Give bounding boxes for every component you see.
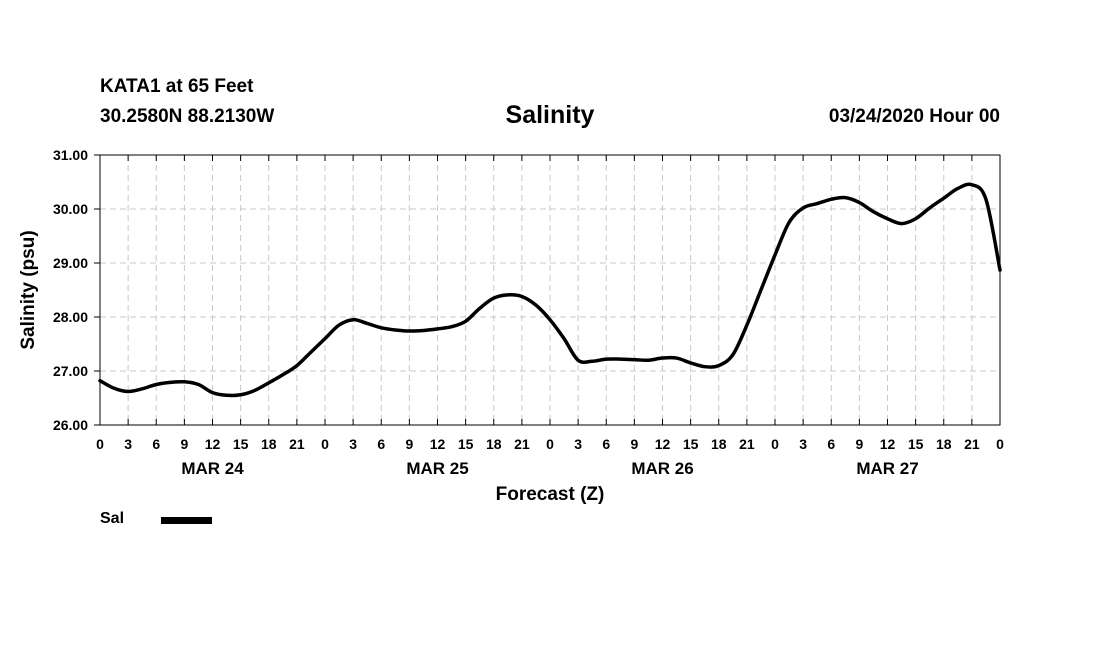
x-tick-label: 15 [233, 436, 249, 452]
x-tick-label: 12 [430, 436, 446, 452]
series-line-sal [98, 182, 1002, 398]
x-tick-label: 21 [739, 436, 755, 452]
x-tick-label: 12 [880, 436, 896, 452]
x-tick-label: 21 [289, 436, 305, 452]
y-tick-label: 28.00 [53, 309, 88, 325]
x-tick-label: 18 [936, 436, 952, 452]
x-tick-label: 3 [574, 436, 582, 452]
x-tick-label: 0 [96, 436, 104, 452]
y-tick-label: 29.00 [53, 255, 88, 271]
issued-time-label: 03/24/2020 Hour 00 [828, 106, 1000, 127]
x-tick-label: 18 [261, 436, 277, 452]
day-label: MAR 26 [631, 459, 693, 478]
legend-swatch-sal [161, 517, 212, 524]
x-tick-label: 0 [996, 436, 1004, 452]
day-label: MAR 24 [181, 459, 244, 478]
y-axis-title: Salinity (psu) [18, 230, 39, 349]
x-tick-label: 6 [377, 436, 385, 452]
x-tick-label: 18 [711, 436, 727, 452]
x-axis-title: Forecast (Z) [496, 484, 605, 505]
coordinates-label: 30.2580N 88.2130W [100, 106, 275, 127]
chart-title: Salinity [505, 101, 595, 129]
day-label: MAR 25 [406, 459, 468, 478]
x-tick-label: 18 [486, 436, 502, 452]
series-layer [98, 182, 1002, 398]
y-tick-label: 30.00 [53, 201, 88, 217]
x-tick-label: 3 [799, 436, 807, 452]
station-label: KATA1 at 65 Feet [100, 76, 254, 97]
x-tick-label: 0 [546, 436, 554, 452]
x-tick-label: 0 [321, 436, 329, 452]
y-tick-label: 27.00 [53, 363, 88, 379]
day-label: MAR 27 [856, 459, 918, 478]
x-tick-label: 3 [124, 436, 132, 452]
x-tick-label: 21 [514, 436, 530, 452]
x-tick-label: 6 [152, 436, 160, 452]
x-tick-label: 15 [458, 436, 474, 452]
grid-lines [100, 155, 1000, 425]
x-tick-label: 15 [683, 436, 699, 452]
x-tick-label: 12 [655, 436, 671, 452]
x-tick-label: 9 [855, 436, 863, 452]
x-tick-label: 9 [630, 436, 638, 452]
axis-ticks [94, 154, 1001, 426]
x-tick-label: 9 [405, 436, 413, 452]
y-tick-label: 31.00 [53, 147, 88, 163]
x-tick-label: 3 [349, 436, 357, 452]
x-tick-label: 0 [771, 436, 779, 452]
y-tick-label: 26.00 [53, 417, 88, 433]
axis-labels: 26.00 27.00 28.00 29.00 30.00 31.00 0 3 6 9 12 15 18… [53, 147, 1004, 478]
x-tick-label: 6 [602, 436, 610, 452]
x-tick-label: 12 [205, 436, 221, 452]
plot-frame [99, 154, 1001, 426]
legend-label-sal: Sal [100, 510, 125, 527]
x-tick-label: 9 [180, 436, 188, 452]
x-tick-label: 15 [908, 436, 924, 452]
x-tick-label: 21 [964, 436, 980, 452]
x-tick-label: 6 [827, 436, 835, 452]
